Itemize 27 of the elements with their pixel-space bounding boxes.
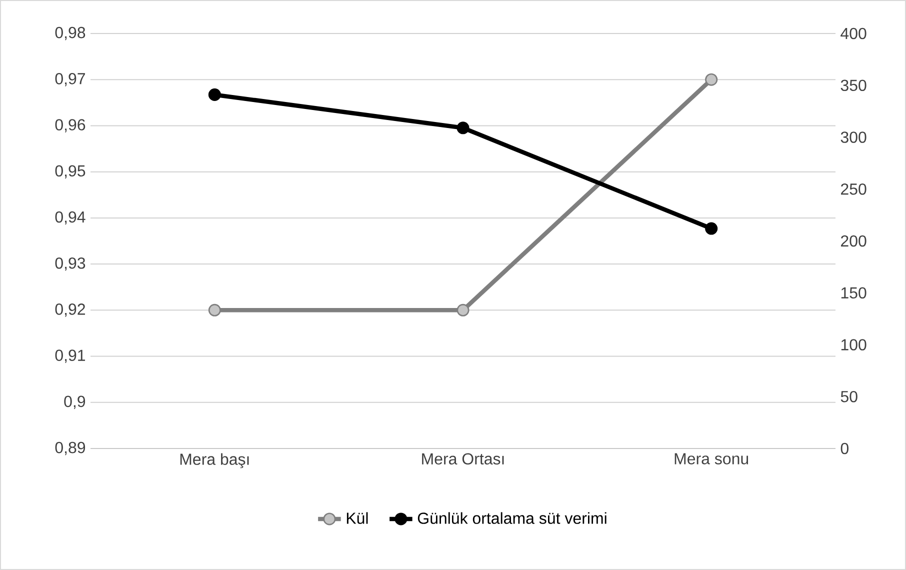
y2-tick-label: 100 xyxy=(841,339,866,350)
y-tick-label: 0,95 xyxy=(55,165,86,178)
y-tick-label: 0,97 xyxy=(55,73,85,86)
x-tick-label: Mera sonu xyxy=(674,453,748,464)
y2-tick-label: 50 xyxy=(840,390,858,402)
y-tick-label: 0,94 xyxy=(55,211,86,225)
y2-tick-label: 400 xyxy=(840,28,866,40)
y2-tick-label: 200 xyxy=(841,235,866,247)
point xyxy=(208,88,221,101)
x-tick-label: Mera Ortası xyxy=(422,453,504,465)
y-tick-label: 0,91 xyxy=(55,350,86,363)
legend-label: Kül xyxy=(346,512,368,524)
y-tick-label: 0,93 xyxy=(55,257,86,271)
point xyxy=(456,122,470,134)
legend-label: Günlük ortalama süt verimi xyxy=(418,512,606,524)
y2-tick-label: 150 xyxy=(841,287,866,299)
y-tick-label: 0,96 xyxy=(55,119,86,132)
y2-tick-label: 0 xyxy=(840,442,848,454)
point xyxy=(705,222,718,235)
y-tick-label: 0,92 xyxy=(55,304,85,317)
y2-tick-label: 350 xyxy=(840,80,866,92)
y-tick-label: 0,9 xyxy=(64,396,86,409)
x-tick-label: Mera başı xyxy=(180,453,249,468)
y2-tick-label: 300 xyxy=(840,132,866,143)
y2-tick-label: 250 xyxy=(841,183,866,195)
y-tick-label: 0,98 xyxy=(55,26,86,40)
y-tick-label: 0,89 xyxy=(55,442,86,456)
